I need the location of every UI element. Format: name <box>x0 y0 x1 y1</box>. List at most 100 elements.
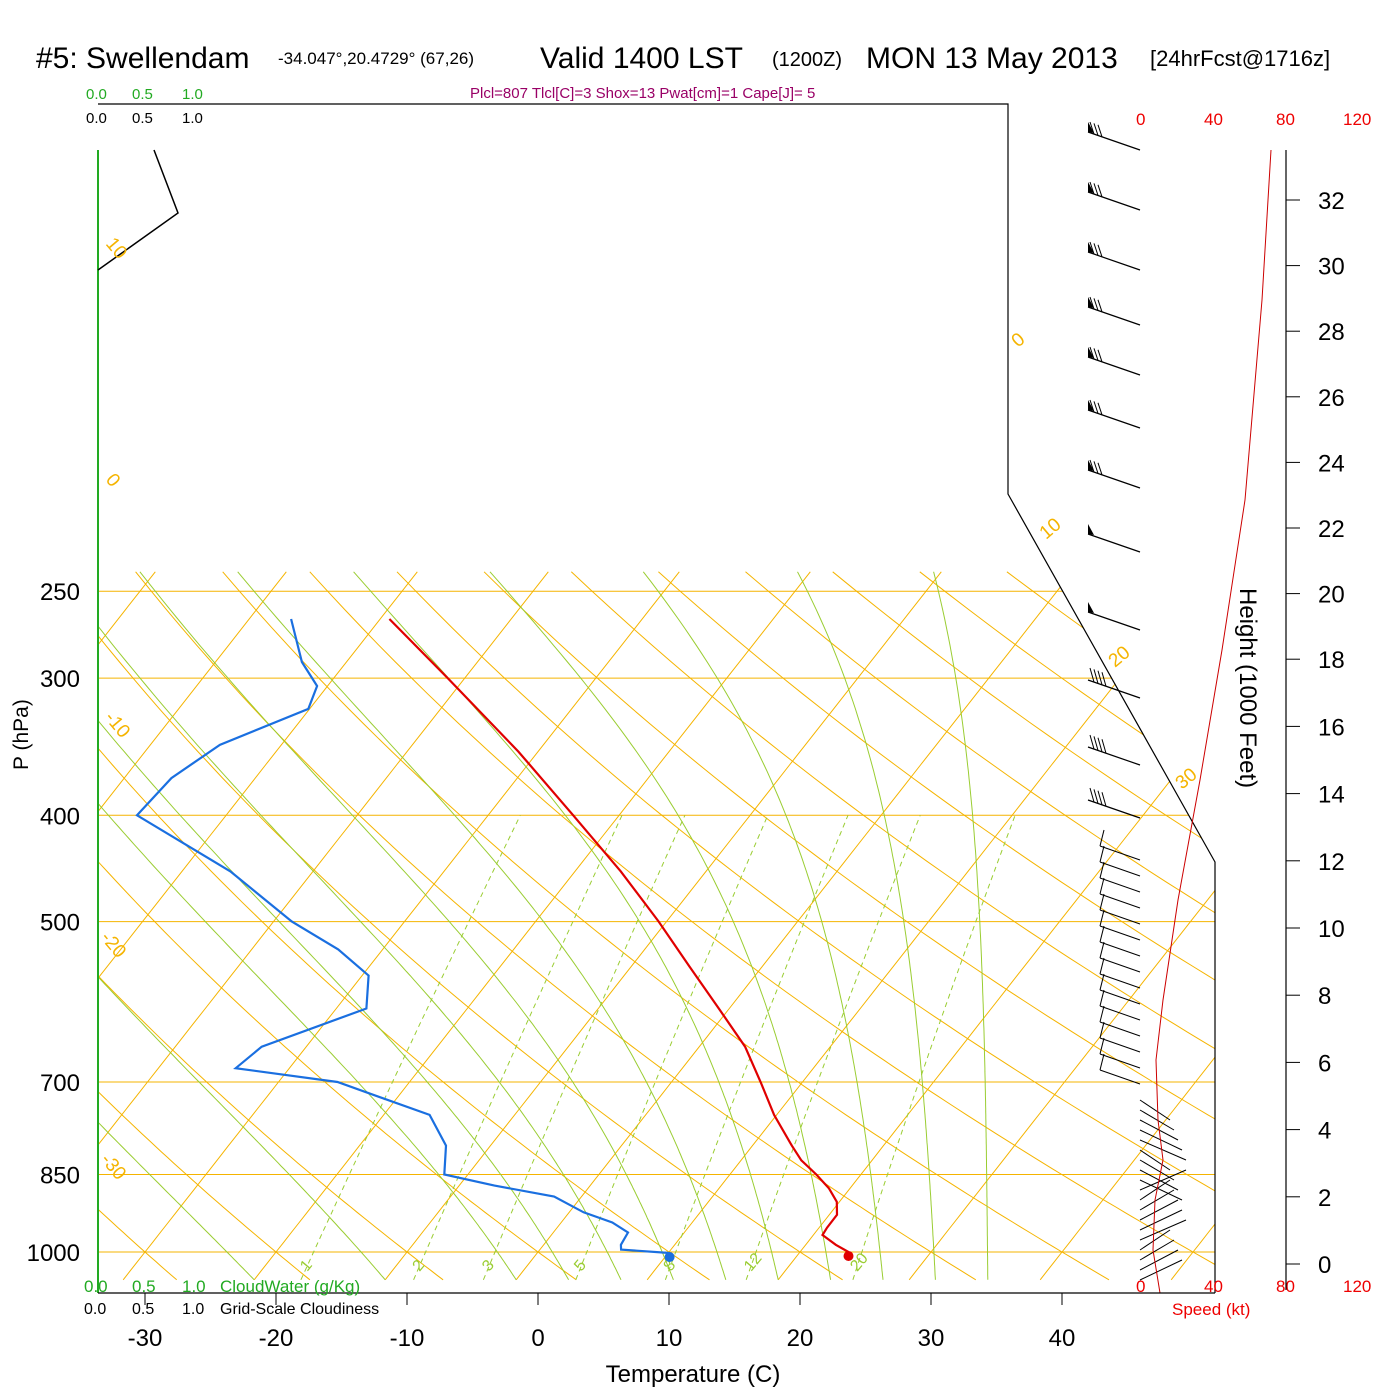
bottom-cloudwater-tick: 0.5 <box>132 1277 156 1296</box>
isotherm-label: 30 <box>1172 764 1202 794</box>
moist-adiabat <box>237 571 727 1280</box>
moist-adiabat <box>98 571 517 1281</box>
wind-barb-feather <box>1097 790 1103 805</box>
sounding-data <box>135 618 854 1262</box>
moist-adiabat <box>98 571 255 1281</box>
isotherm <box>122 571 680 1281</box>
isotherm-label: 0 <box>1008 329 1030 352</box>
dry-adiabat <box>658 571 1215 1281</box>
bottom-cloudwater-tick: 1.0 <box>182 1277 206 1296</box>
wind-barb-staff <box>1099 973 1141 989</box>
wind-barb-staff <box>1087 679 1141 699</box>
height-axis-title: Height (1000 Feet) <box>1234 588 1261 788</box>
dry-adiabat <box>0 572 44 1280</box>
speed-tick-top: 0 <box>1136 110 1145 129</box>
mixing-ratio-line <box>745 815 921 1280</box>
speed-tick-top: 80 <box>1276 110 1295 129</box>
station-coords: -34.047°,20.4729° (67,26) <box>278 49 474 68</box>
wind-barb-feather <box>1101 739 1107 754</box>
wind-barb-staff <box>1139 1169 1187 1191</box>
wind-barb-staff <box>1087 409 1141 429</box>
dry-adiabat <box>98 571 311 1281</box>
top-cloudwater-tick: 1.0 <box>182 86 203 103</box>
wind-barb-feather <box>1089 181 1095 195</box>
top-cloudiness-tick: 0.5 <box>132 110 153 127</box>
wind-barb-feather <box>1099 973 1105 991</box>
wind-barb-staff <box>1139 1189 1175 1211</box>
wind-barb-staff <box>1099 1069 1141 1085</box>
temperature-tick-label: 10 <box>656 1325 683 1352</box>
dry-adiabat <box>135 571 977 1281</box>
surface-dewpoint-point <box>664 1252 675 1262</box>
temperature-line <box>388 618 850 1253</box>
moist-adiabat <box>353 571 779 1280</box>
wind-barb-staff <box>1099 1037 1141 1053</box>
temperature-tick-label: 40 <box>1049 1325 1076 1352</box>
wind-barb-feather <box>1097 299 1103 312</box>
wind-barb-staff <box>1139 1199 1179 1221</box>
wind-barb-feather <box>1093 461 1099 474</box>
wind-barb-staff <box>1139 1179 1171 1201</box>
speed-profile-line <box>1152 149 1272 1294</box>
wind-barb-staff <box>1087 131 1141 151</box>
wind-barb-staff <box>1099 957 1141 973</box>
wind-barb-feather <box>1099 941 1105 959</box>
moist-adiabat <box>489 571 832 1280</box>
wind-barb-staff <box>1099 925 1141 941</box>
temperature-tick-label: -20 <box>259 1325 294 1352</box>
bottom-cloudiness-tick: 1.0 <box>182 1301 204 1318</box>
height-tick-label: 30 <box>1318 254 1345 281</box>
wind-barb-feather <box>1099 957 1105 975</box>
height-tick-label: 16 <box>1318 714 1345 741</box>
wind-barb-staff <box>1087 799 1141 819</box>
wind-barb-staff <box>1087 356 1141 376</box>
wind-barbs <box>1087 121 1187 1281</box>
wind-barb-staff <box>1099 893 1141 909</box>
wind-barb-staff <box>1099 941 1141 957</box>
temperature-tick-label: -30 <box>128 1325 163 1352</box>
wind-barb-feather <box>1089 734 1095 750</box>
wind-barb-feather <box>1099 1021 1105 1039</box>
wind-barb-staff <box>1139 1179 1183 1201</box>
isotherm <box>98 571 287 1281</box>
zulu-time: (1200Z) <box>772 49 842 71</box>
isotherm <box>98 571 418 1281</box>
wind-barb-feather <box>1097 670 1103 685</box>
isotherm <box>0 572 24 1280</box>
wind-barb-feather <box>1093 669 1099 684</box>
wind-barb-feather <box>1089 121 1095 135</box>
height-tick-label: 32 <box>1318 188 1345 215</box>
cloudiness-label: Grid-Scale Cloudiness <box>220 1301 379 1318</box>
dry-adiabat <box>483 571 1215 1281</box>
temperature-tick-label: 20 <box>787 1325 814 1352</box>
speed-tick-bottom: 40 <box>1204 1277 1223 1296</box>
wind-barb-staff <box>1087 251 1141 271</box>
wind-barb-staff <box>1099 1021 1141 1037</box>
height-tick-label: 18 <box>1318 647 1345 674</box>
wind-barb-feather <box>1093 401 1099 414</box>
dry-adiabat <box>98 571 444 1281</box>
top-cloudiness-tick: 0.0 <box>86 110 107 127</box>
isotherm <box>777 571 1215 1281</box>
wind-barb-feather <box>1093 183 1099 196</box>
wind-barb-feather <box>1093 789 1099 804</box>
wind-barb-staff <box>1099 845 1141 861</box>
height-tick-label: 14 <box>1318 782 1345 809</box>
wind-barb-feather <box>1101 792 1107 807</box>
dry-adiabat <box>98 571 710 1281</box>
moist-adiabat <box>98 571 570 1281</box>
wind-barb-staff <box>1087 306 1141 326</box>
wind-barb-staff <box>1099 861 1141 877</box>
pressure-tick-label: 250 <box>40 579 80 606</box>
height-tick-label: 20 <box>1318 582 1345 609</box>
valid-time: Valid 1400 LST <box>540 42 743 75</box>
wind-barb-staff <box>1087 611 1141 631</box>
temperature-tick-label: 30 <box>918 1325 945 1352</box>
top-cloudiness-scale: 0.0 0.5 1.0 <box>86 110 203 127</box>
wind-barb-staff <box>1099 909 1141 925</box>
mixing-ratio-label: 3 <box>479 1257 498 1275</box>
wind-barb-staff <box>1139 1209 1183 1231</box>
wind-barb-staff <box>1087 533 1141 553</box>
wind-barb-flag <box>1088 602 1094 613</box>
